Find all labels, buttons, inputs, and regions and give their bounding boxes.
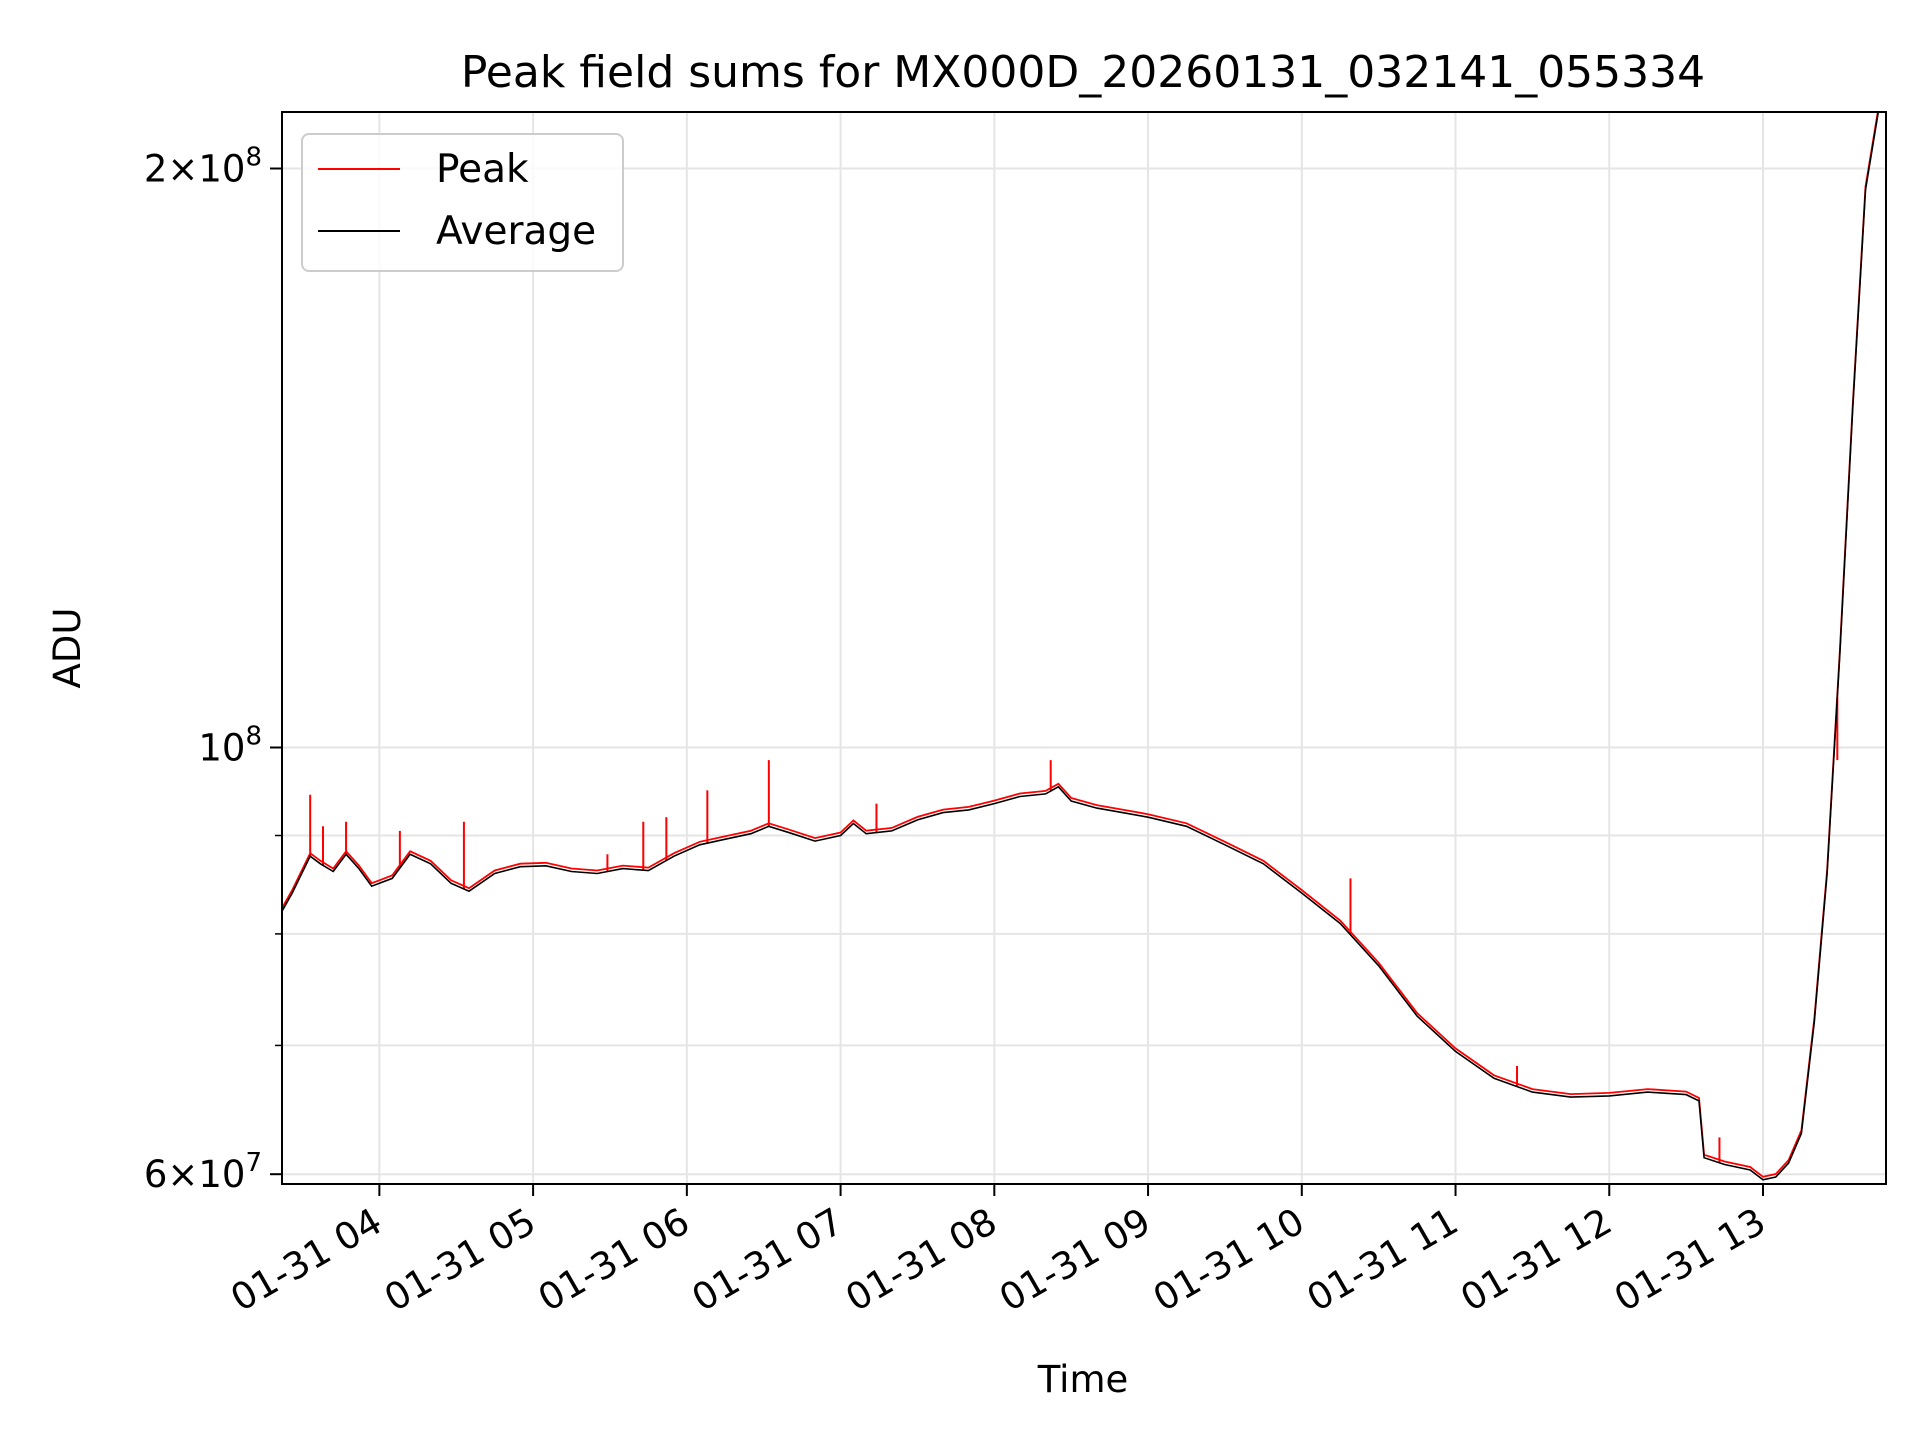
series-peak-spikes bbox=[282, 696, 1839, 1163]
legend-peak-label: Peak bbox=[436, 147, 529, 192]
y-tick-label: 6×107 bbox=[144, 1148, 262, 1196]
y-tick-label-part: 10 bbox=[198, 148, 245, 191]
series-layer bbox=[282, 112, 1880, 1181]
y-tick-label-part: 10 bbox=[198, 1153, 245, 1196]
y-tick-label: 2×108 bbox=[144, 143, 262, 191]
y-tick-label-part: 10 bbox=[198, 727, 245, 770]
legend-average-label: Average bbox=[436, 209, 596, 254]
y-tick-label-exponent: 7 bbox=[245, 1148, 262, 1178]
y-tick-label: 108 bbox=[198, 722, 262, 770]
x-axis-label: Time bbox=[1037, 1358, 1129, 1401]
y-axis-label: ADU bbox=[46, 608, 89, 689]
plot-frame bbox=[281, 111, 1887, 1185]
y-tick-label-exponent: 8 bbox=[245, 143, 262, 173]
legend: Peak Average bbox=[301, 133, 624, 272]
y-tick-label-exponent: 8 bbox=[245, 722, 262, 752]
series-average-line bbox=[282, 112, 1880, 1181]
y-tick-label-part: 6× bbox=[144, 1153, 199, 1196]
y-tick-label-part: 2× bbox=[144, 148, 199, 191]
chart-title: Peak field sums for MX000D_20260131_0321… bbox=[461, 47, 1705, 98]
plot-area bbox=[281, 111, 1887, 1185]
plot-background bbox=[282, 112, 1886, 1184]
